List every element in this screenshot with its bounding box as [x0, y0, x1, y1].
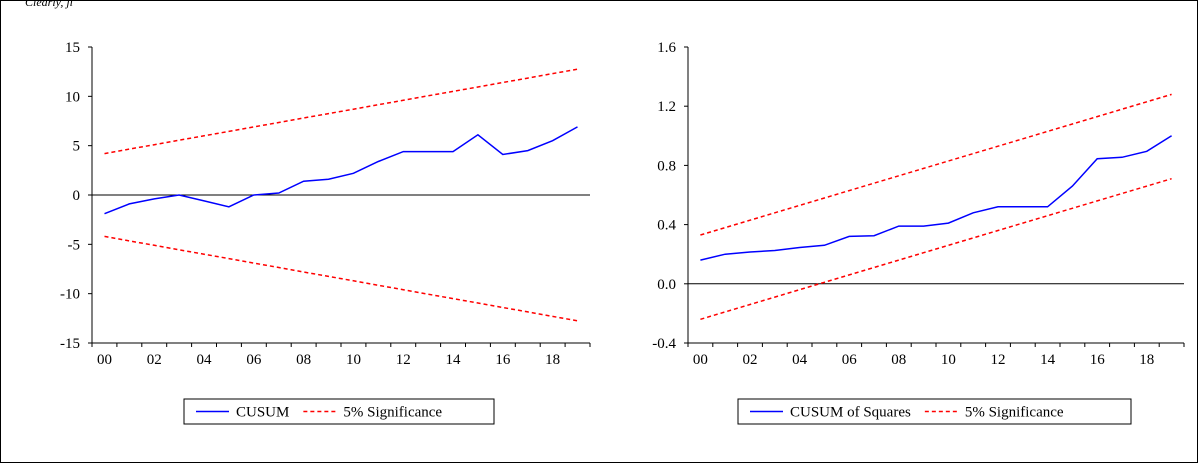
- cusumsq-y-tick-label: 0.4: [657, 218, 676, 234]
- cusumsq-plot-svg: 1.6 1.2 0.8 0.4 0.0 -0.4 00 02 04 06 08 10 12 14 16 18 C…: [652, 40, 1185, 425]
- cusum-y-tick-label: 5: [73, 139, 81, 155]
- cusumsq-upper-significance-line: [700, 93, 1172, 236]
- cusumsq-y-tick-label: 0.0: [657, 277, 676, 293]
- cusum-series-line: [104, 126, 578, 215]
- cusum-x-tick-label: 10: [346, 352, 361, 368]
- cusumsq-y-tick-label: 0.8: [657, 158, 676, 174]
- cusumsq-lower-significance-line: [700, 177, 1172, 321]
- cusum-y-tick-label: -15: [60, 336, 80, 352]
- cusum-x-tick-label: 14: [446, 352, 462, 368]
- cusum-legend-label: CUSUM: [236, 405, 289, 421]
- cusumsq-x-tick-label: 18: [1139, 352, 1154, 368]
- cusumsq-x-tick-label: 14: [1040, 352, 1056, 368]
- cusum-x-tick-label: 18: [545, 352, 560, 368]
- cusum-legend-label: 5% Significance: [343, 405, 442, 421]
- cusum-x-tick-label: 02: [147, 352, 162, 368]
- cusum-y-tick-label: 15: [65, 40, 80, 56]
- cusum-x-tick-label: 04: [197, 352, 213, 368]
- cusumsq-legend-label: 5% Significance: [965, 405, 1064, 421]
- cusum-x-tick-label: 08: [296, 352, 311, 368]
- cusumsq-x-tick-label: 16: [1090, 352, 1106, 368]
- cusum-chart: 15 10 5 0 -5 -10 -15 00 02 04 06 08 10 12 14 16 18 CUSUM 5…: [1, 1, 601, 464]
- cusumsq-x-tick-label: 02: [743, 352, 758, 368]
- cusumsq-x-tick-label: 12: [991, 352, 1006, 368]
- cusum-y-tick-label: 10: [65, 89, 80, 105]
- cusum-of-squares-chart: 1.6 1.2 0.8 0.4 0.0 -0.4 00 02 04 06 08 10 12 14 16 18 C…: [601, 1, 1198, 464]
- cusum-x-tick-label: 12: [396, 352, 411, 368]
- cusumsq-x-tick-label: 04: [792, 352, 808, 368]
- cusumsq-x-tick-label: 08: [891, 352, 906, 368]
- clipped-top-text: Clearly, ji: [25, 0, 73, 9]
- cusumsq-y-tick-label: 1.2: [657, 99, 676, 115]
- cusumsq-x-tick-label: 06: [842, 352, 858, 368]
- cusum-x-tick-label: 16: [495, 352, 511, 368]
- cusum-upper-significance-line: [104, 68, 578, 155]
- cusumsq-y-tick-label: 1.6: [657, 40, 676, 56]
- cusumsq-x-tick-label: 00: [693, 352, 708, 368]
- cusum-lower-significance-line: [104, 235, 578, 322]
- cusum-x-tick-label: 00: [97, 352, 112, 368]
- cusumsq-x-tick-label: 10: [941, 352, 956, 368]
- cusum-y-tick-label: -10: [60, 287, 80, 303]
- cusumsq-series-line: [700, 135, 1172, 261]
- cusum-y-tick-label: 0: [73, 188, 81, 204]
- cusum-y-tick-label: -5: [68, 237, 81, 253]
- cusumsq-legend-label: CUSUM of Squares: [790, 405, 911, 421]
- cusum-plot-svg: 15 10 5 0 -5 -10 -15 00 02 04 06 08 10 12 14 16 18 CUSUM 5…: [60, 40, 591, 425]
- cusum-x-tick-label: 06: [246, 352, 262, 368]
- cusum-legend: [183, 398, 495, 425]
- cusumsq-y-tick-label: -0.4: [652, 336, 676, 352]
